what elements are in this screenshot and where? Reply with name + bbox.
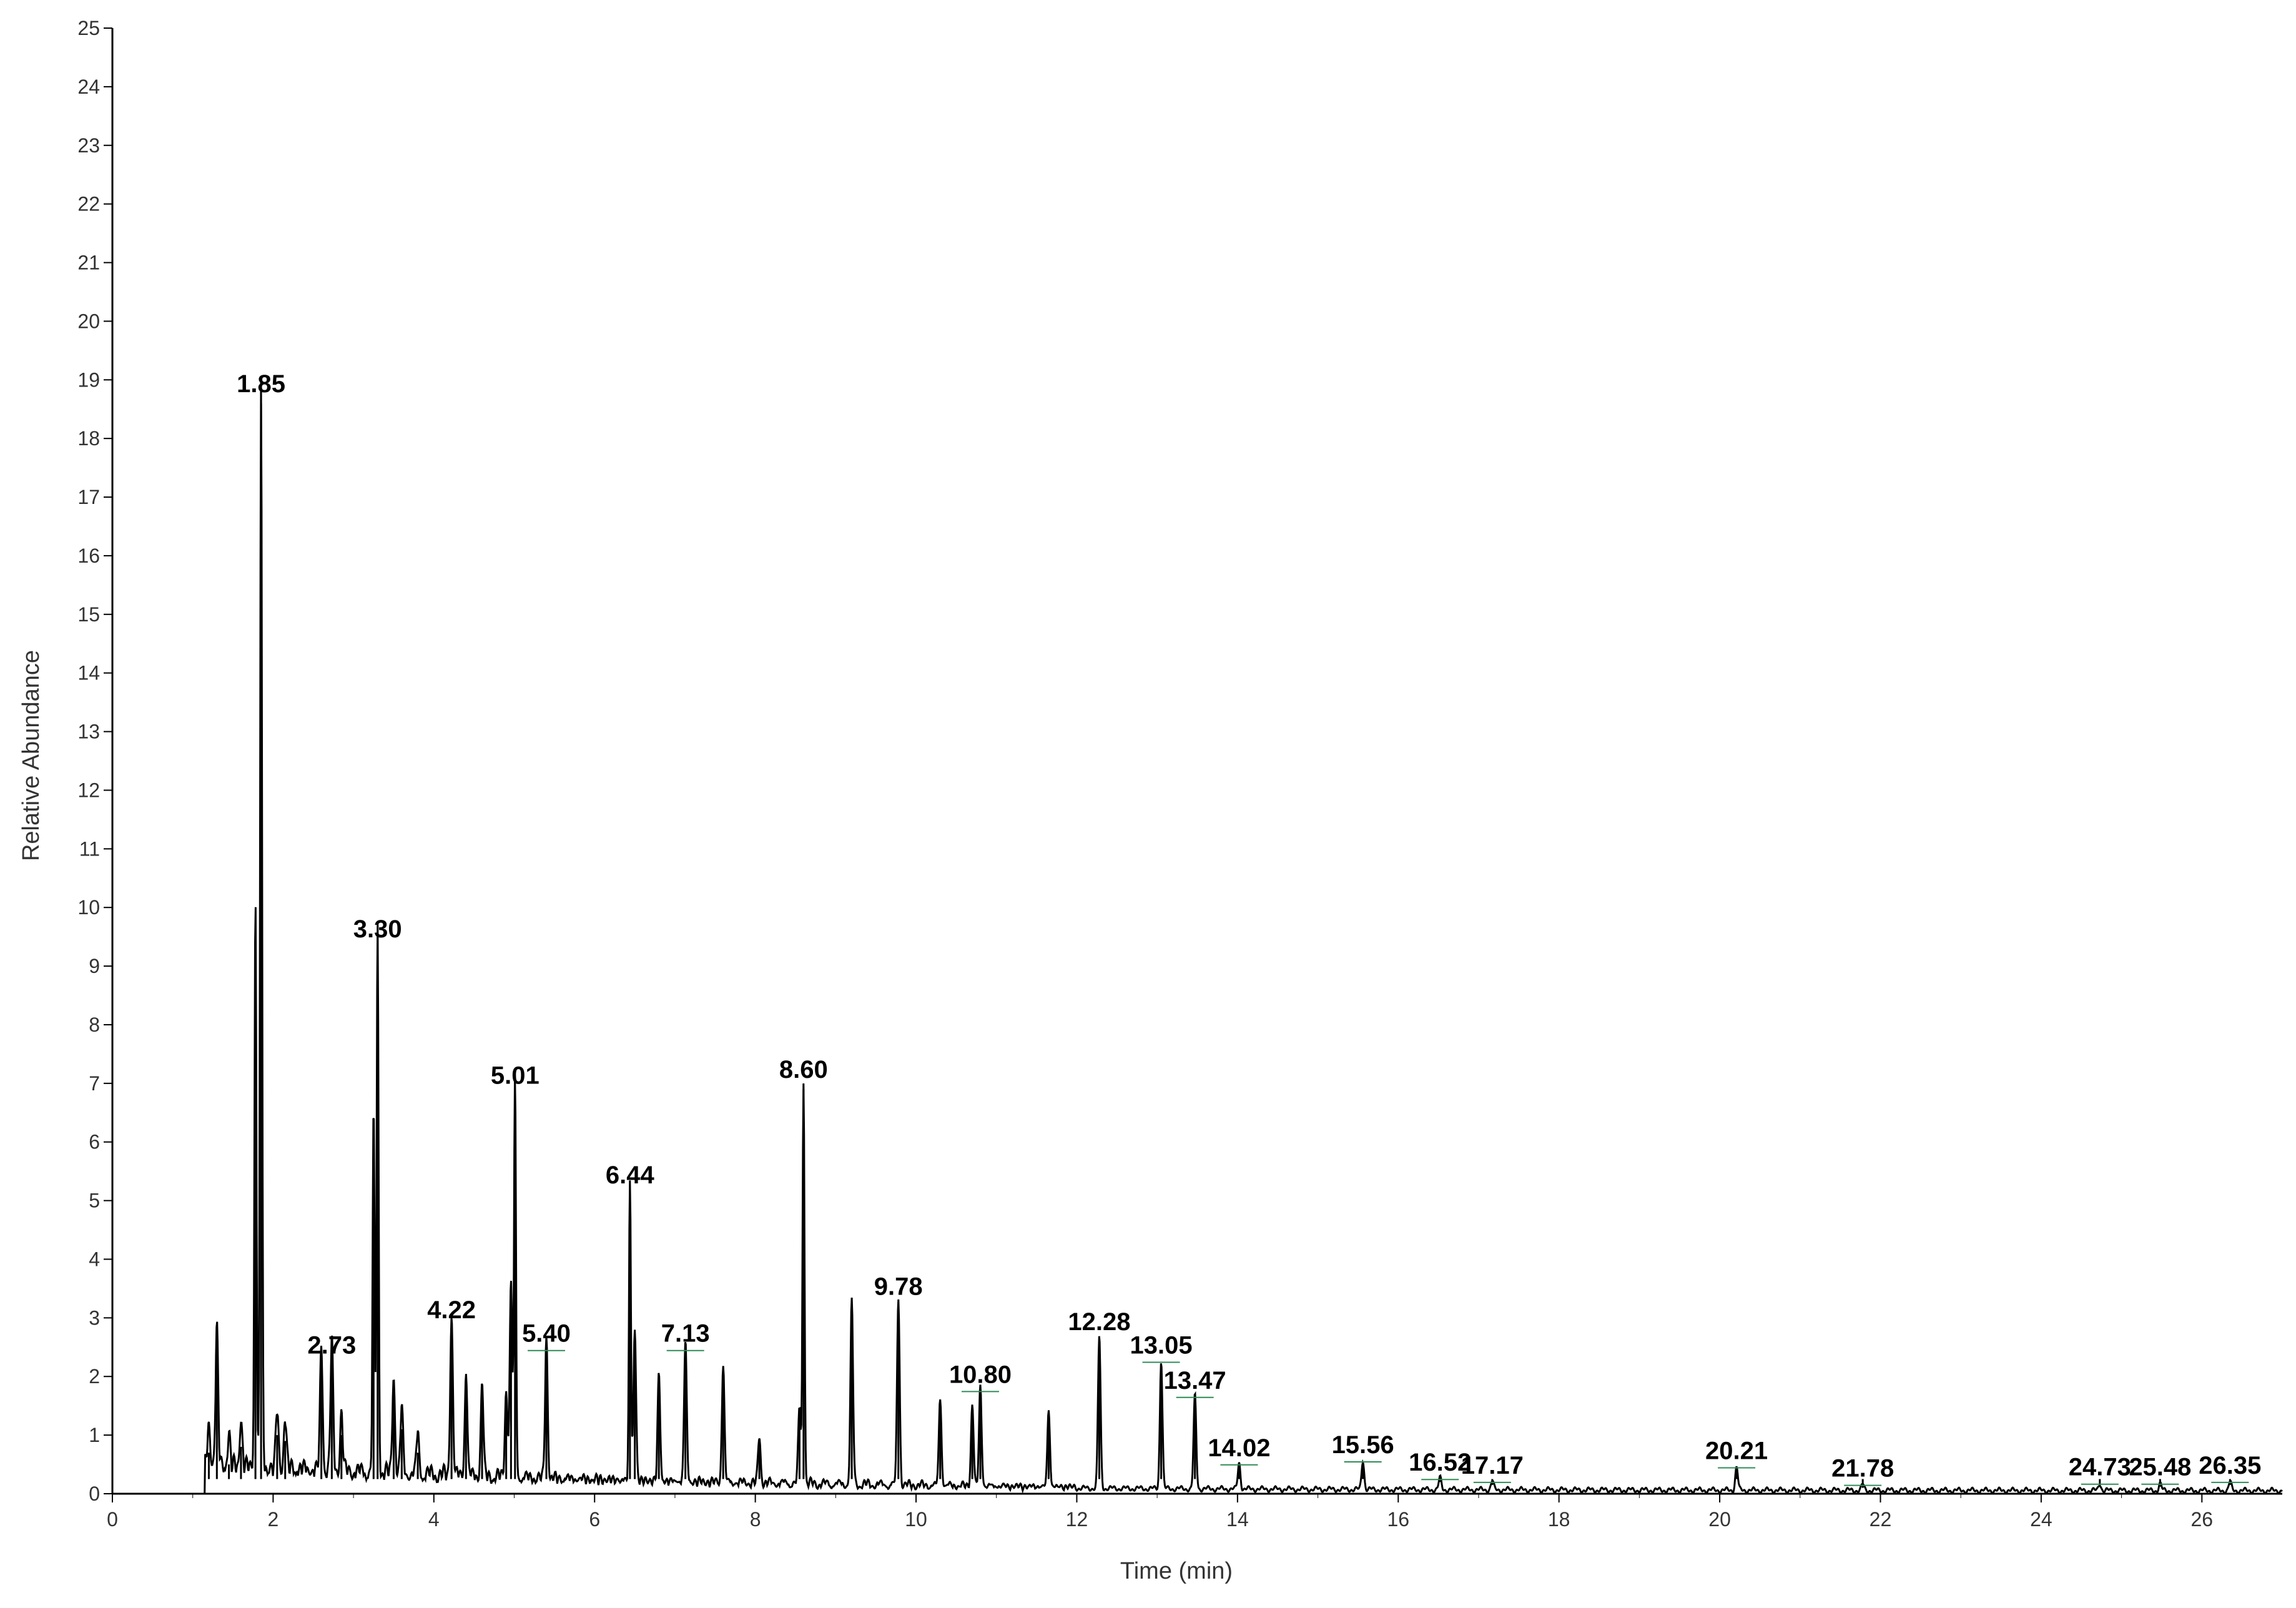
peak-label: 13.47 — [1164, 1367, 1226, 1394]
x-tick-label: 16 — [1387, 1508, 1409, 1531]
x-tick-label: 2 — [268, 1508, 279, 1531]
x-tick-label: 10 — [905, 1508, 927, 1531]
y-axis-title: Relative Abundance — [18, 650, 44, 861]
x-tick-label: 14 — [1226, 1508, 1249, 1531]
peak-label: 15.56 — [1332, 1431, 1394, 1459]
y-tick-label: 8 — [89, 1014, 100, 1036]
axes: 0123456789101112131415161718192021222324… — [77, 17, 2282, 1531]
y-tick-label: 21 — [77, 252, 100, 274]
peak-label: 2.73 — [307, 1331, 356, 1359]
x-tick-label: 24 — [2030, 1508, 2052, 1531]
y-tick-label: 24 — [77, 76, 100, 98]
chromatogram-trace — [112, 380, 2283, 1495]
x-tick-label: 8 — [750, 1508, 761, 1531]
x-tick-label: 0 — [107, 1508, 118, 1531]
peak-label: 3.30 — [353, 915, 402, 943]
peak-labels: 1.85 2.73 3.30 4.22 5.01 5.40 6.44 7.13 8.60 9.78… — [237, 370, 2261, 1486]
peak-label: 5.40 — [522, 1320, 571, 1348]
peak-label: 5.01 — [491, 1062, 540, 1090]
x-tick-label: 20 — [1708, 1508, 1731, 1531]
y-tick-label: 0 — [89, 1482, 100, 1505]
peak-label: 25.48 — [2129, 1454, 2191, 1481]
peak-label: 24.73 — [2069, 1454, 2131, 1481]
peak-label: 8.60 — [779, 1056, 828, 1083]
y-tick-label: 12 — [77, 779, 100, 801]
y-tick-label: 22 — [77, 193, 100, 215]
peak-label: 7.13 — [661, 1320, 710, 1348]
trace-group — [112, 380, 2283, 1495]
y-tick-label: 19 — [77, 368, 100, 391]
peak-label: 4.22 — [427, 1296, 476, 1324]
x-tick-label: 18 — [1548, 1508, 1570, 1531]
peak-label: 21.78 — [1831, 1455, 1894, 1482]
y-tick-label: 6 — [89, 1131, 100, 1153]
y-tick-label: 7 — [89, 1072, 100, 1095]
y-tick-label: 16 — [77, 545, 100, 567]
peak-label: 26.35 — [2199, 1452, 2261, 1479]
x-tick-label: 4 — [428, 1508, 440, 1531]
peak-label: 17.17 — [1461, 1452, 1524, 1479]
y-tick-label: 20 — [77, 310, 100, 332]
y-tick-label: 11 — [79, 837, 100, 860]
y-tick-label: 18 — [77, 427, 100, 450]
y-tick-label: 23 — [77, 134, 100, 157]
y-tick-label: 14 — [77, 662, 100, 684]
y-tick-label: 9 — [89, 955, 100, 977]
peak-label: 6.44 — [606, 1162, 655, 1189]
y-tick-label: 25 — [77, 17, 100, 39]
x-tick-label: 12 — [1066, 1508, 1088, 1531]
x-tick-label: 22 — [1870, 1508, 1892, 1531]
y-tick-label: 4 — [89, 1248, 100, 1270]
x-tick-label: 6 — [589, 1508, 600, 1531]
peak-label: 1.85 — [237, 370, 285, 398]
y-tick-label: 15 — [77, 603, 100, 626]
y-tick-label: 3 — [89, 1306, 100, 1329]
y-tick-label: 5 — [89, 1190, 100, 1212]
peak-label: 9.78 — [874, 1273, 923, 1301]
peak-label: 14.02 — [1208, 1434, 1270, 1462]
peak-label: 13.05 — [1130, 1331, 1193, 1359]
peak-label: 20.21 — [1705, 1437, 1768, 1464]
y-tick-label: 2 — [89, 1365, 100, 1388]
x-axis-title: Time (min) — [1120, 1558, 1233, 1584]
peak-label: 10.80 — [949, 1361, 1012, 1388]
y-tick-label: 10 — [77, 896, 100, 919]
y-tick-label: 1 — [89, 1424, 100, 1446]
x-tick-label: 26 — [2190, 1508, 2213, 1531]
y-tick-label: 17 — [77, 486, 100, 508]
y-tick-label: 13 — [77, 721, 100, 743]
peak-label: 12.28 — [1068, 1308, 1130, 1336]
peak-label: 16.52 — [1409, 1449, 1471, 1476]
